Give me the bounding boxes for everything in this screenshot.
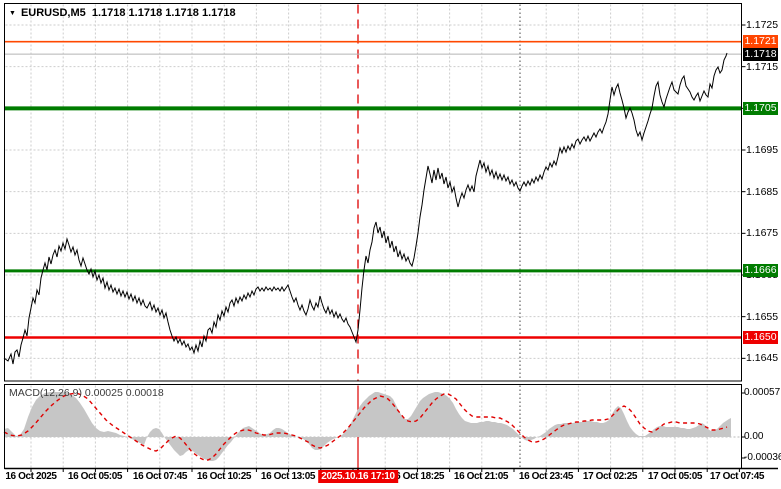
price-level-badge: 1.1650 [743, 331, 778, 344]
time-axis-label: 16 Oct 18:25 [389, 471, 445, 482]
price-axis-tick: 1.1685 [746, 185, 779, 198]
time-axis-label: 16 Oct 21:05 [453, 471, 509, 482]
chart-title: ▼ EURUSD,M5 1.1718 1.1718 1.1718 1.1718 [9, 7, 236, 19]
macd-axis-tick: 0.00057 [744, 387, 781, 398]
price-axis-tick: 1.1645 [746, 352, 779, 365]
event-time-badge: 2025.10.16 17:10 [318, 470, 398, 483]
time-axis-label: 17 Oct 02:25 [582, 471, 638, 482]
price-axis-tick: 1.1675 [746, 227, 779, 240]
macd-axis-tick: -0.00036 [744, 452, 781, 463]
price-level-badge: 1.1666 [743, 264, 778, 278]
time-axis-label: 16 Oct 2025 [5, 471, 57, 482]
macd-indicator-label: MACD(12,26,9) 0.00025 0.00018 [9, 387, 164, 399]
time-axis-label: 16 Oct 10:25 [196, 471, 252, 482]
price-axis-tick: 1.1715 [746, 60, 779, 73]
price-axis-tick: 1.1655 [746, 310, 779, 323]
symbol-name: EURUSD,M5 [20, 7, 86, 19]
symbol-marker-icon[interactable]: ▼ [9, 10, 16, 17]
time-axis-label: 17 Oct 07:45 [709, 471, 765, 482]
macd-axis-tick: 0.00 [744, 431, 764, 442]
time-axis-label: 16 Oct 07:45 [132, 471, 188, 482]
time-axis-label: 17 Oct 05:05 [647, 471, 703, 482]
time-axis-label: 16 Oct 05:05 [67, 471, 123, 482]
ohlc-quotes: 1.1718 1.1718 1.1718 1.1718 [91, 7, 236, 19]
price-level-badge: 1.1718 [743, 47, 778, 61]
price-axis-tick: 1.1695 [746, 144, 779, 156]
price-level-badge: 1.1705 [743, 101, 778, 115]
time-axis-label: 16 Oct 23:45 [518, 471, 574, 482]
time-axis-label: 16 Oct 13:05 [260, 471, 316, 482]
price-axis-tick: 1.1725 [746, 19, 779, 31]
price-level-badge: 1.1721 [743, 35, 778, 49]
